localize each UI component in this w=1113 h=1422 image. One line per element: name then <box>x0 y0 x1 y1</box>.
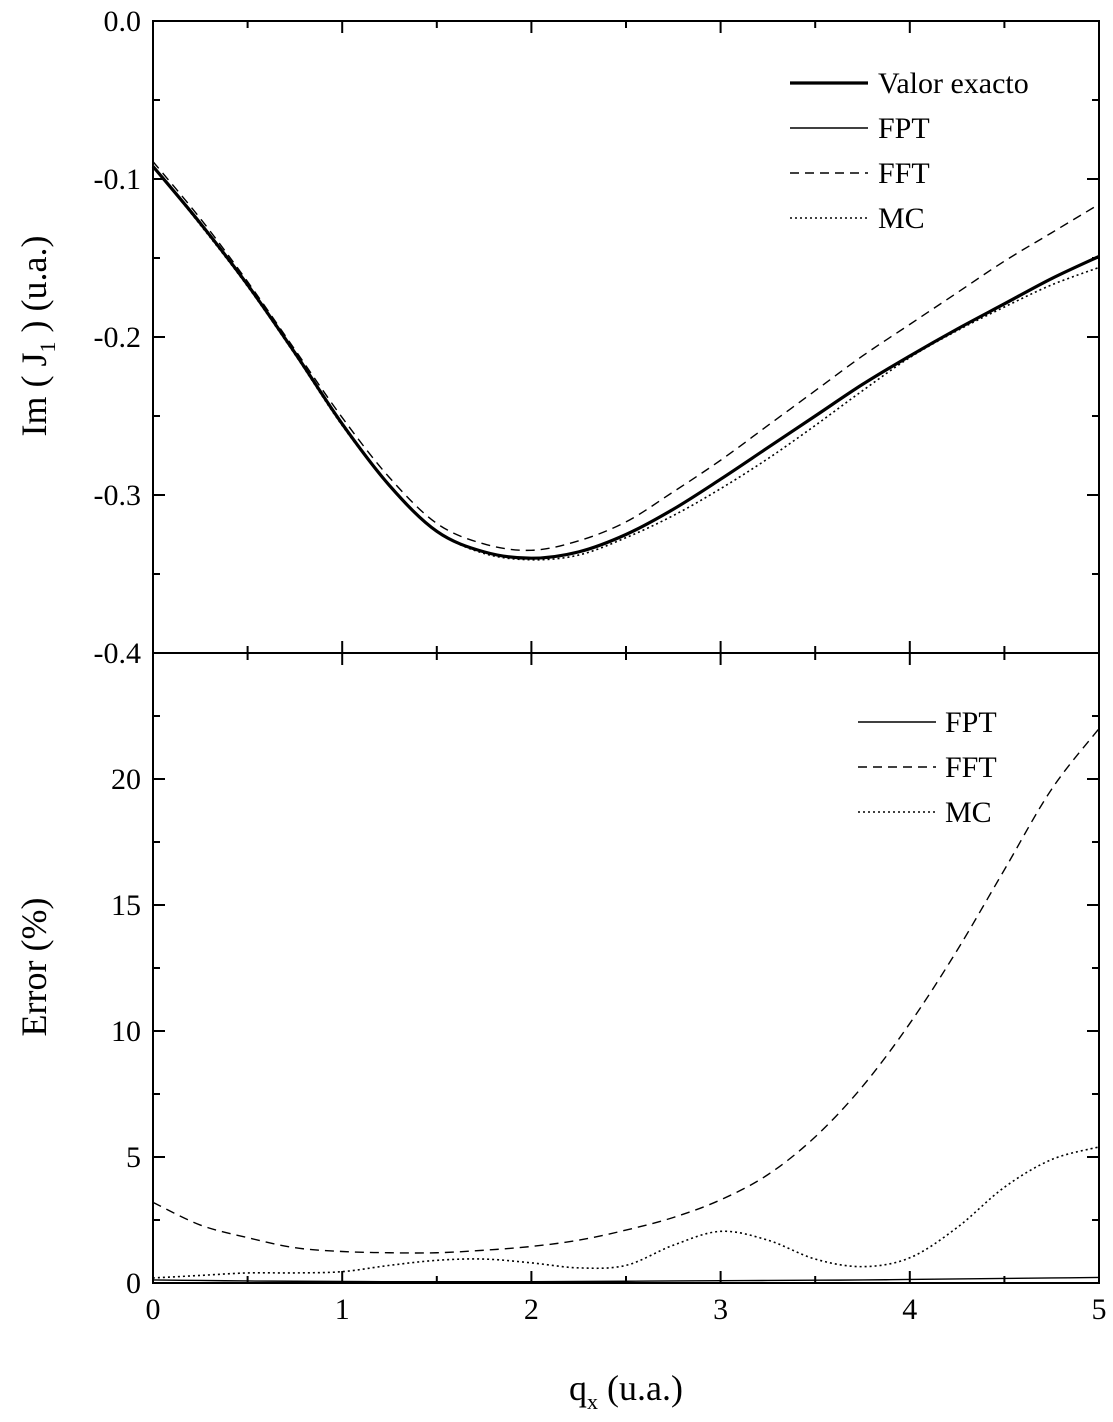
bottom-y-tick-label: 20 <box>111 763 141 796</box>
x-axis-title-prefix: q <box>569 1368 587 1408</box>
bottom-y-tick-label: 0 <box>126 1267 141 1300</box>
top-y-axis-title: Im ( J1 ) (u.a.) <box>14 236 60 437</box>
top-series-mc <box>152 165 1100 561</box>
top-legend-label-mc: MC <box>878 202 925 235</box>
bottom-x-tick-label: 2 <box>524 1293 539 1326</box>
bottom-legend-label-fft: FFT <box>945 751 997 784</box>
top-legend-label-fpt: FPT <box>878 112 930 145</box>
bottom-x-tick-label: 5 <box>1092 1293 1107 1326</box>
top-y-tick-label: -0.2 <box>94 321 142 354</box>
top-series-fpt <box>152 165 1100 559</box>
bottom-y-tick-label: 10 <box>111 1015 141 1048</box>
bottom-legend-label-mc: MC <box>945 796 992 829</box>
bottom-panel: 0 1 2 3 4 5 0 5 10 15 20 FPT FFT MC <box>111 652 1107 1326</box>
bottom-x-tick-label: 3 <box>713 1293 728 1326</box>
top-plot-frame <box>152 20 1100 654</box>
bottom-legend-label-fpt: FPT <box>945 706 997 739</box>
top-series-fft <box>152 161 1100 552</box>
top-y-tick-label: 0.0 <box>104 5 142 38</box>
bottom-series-fft <box>152 728 1100 1254</box>
bottom-y-axis-title: Error (%) <box>14 898 54 1037</box>
x-axis-title-subscript: x <box>587 1389 598 1414</box>
top-y-tick-label: -0.4 <box>94 637 142 670</box>
top-legend-label-valor-exacto: Valor exacto <box>878 67 1029 100</box>
top-y-axis-title-suffix: ) (u.a.) <box>14 236 54 342</box>
bottom-x-tick-label: 0 <box>146 1293 161 1326</box>
top-legend-label-fft: FFT <box>878 157 930 190</box>
bottom-y-tick-label: 5 <box>126 1141 141 1174</box>
bottom-series-fpt <box>152 1276 1100 1283</box>
top-y-axis-title-prefix: Im ( J <box>14 352 54 436</box>
x-axis-title-suffix: (u.a.) <box>598 1368 683 1408</box>
top-panel: -0.4 -0.3 -0.2 -0.1 0.0 Valor exacto FPT FFT MC <box>94 5 1100 670</box>
bottom-series-mc <box>152 1146 1100 1279</box>
top-y-axis-title-subscript: 1 <box>35 341 60 352</box>
top-y-tick-label: -0.3 <box>94 479 142 512</box>
top-y-tick-label: -0.1 <box>94 163 142 196</box>
bottom-x-tick-label: 4 <box>902 1293 917 1326</box>
bottom-x-tick-label: 1 <box>335 1293 350 1326</box>
top-series-valor-exacto <box>151 165 1100 560</box>
x-axis-title: qx (u.a.) <box>569 1368 683 1414</box>
bottom-plot-frame <box>152 652 1100 1284</box>
bottom-y-tick-label: 15 <box>111 889 141 922</box>
